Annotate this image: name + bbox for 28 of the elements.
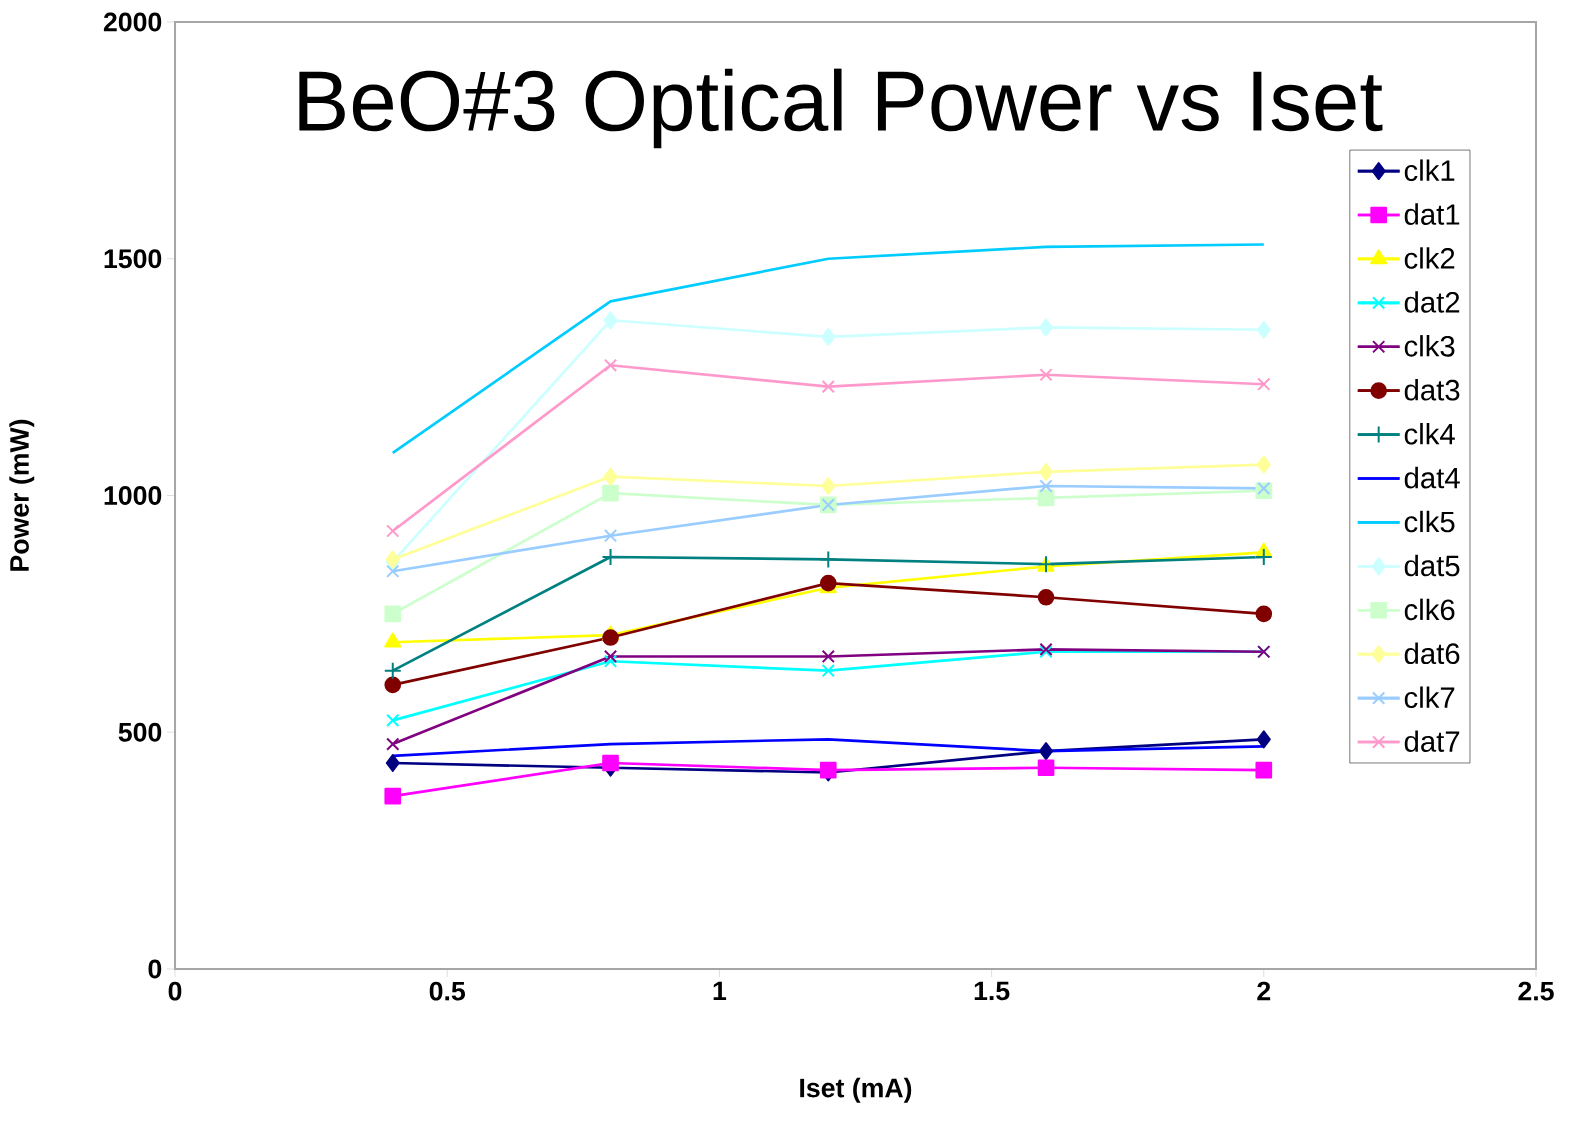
legend-label: dat2 bbox=[1404, 291, 1460, 313]
x-tick-label: 2 bbox=[1257, 981, 1271, 1001]
y-tick-label: 0 bbox=[148, 959, 162, 979]
legend-label: clk2 bbox=[1404, 247, 1455, 269]
legend-label: dat5 bbox=[1404, 554, 1460, 577]
legend-label: clk7 bbox=[1404, 686, 1455, 709]
legend-label: dat6 bbox=[1404, 642, 1460, 665]
text: BeO#3 Optical Power vs Iset bbox=[299, 68, 1383, 149]
y-axis-title: Power (mW) bbox=[9, 419, 35, 571]
x-tick-label: 0.5 bbox=[429, 981, 466, 1001]
legend-label: clk4 bbox=[1404, 422, 1455, 445]
x-tick-label: 0 bbox=[168, 981, 182, 1001]
y-tick-label: 2000 bbox=[103, 12, 162, 32]
y-tick-label: 500 bbox=[118, 722, 162, 742]
legend-label: dat1 bbox=[1404, 203, 1460, 225]
legend-label: clk1 bbox=[1404, 159, 1455, 181]
x-tick-label: 1.5 bbox=[974, 981, 1010, 1001]
legend-label: dat3 bbox=[1404, 379, 1460, 401]
legend-label: clk6 bbox=[1404, 598, 1455, 621]
x-tick-label: 1 bbox=[713, 981, 727, 1001]
y-tick-label: 1500 bbox=[104, 249, 162, 269]
legend-label: dat7 bbox=[1404, 730, 1460, 752]
legend-label: clk3 bbox=[1404, 335, 1455, 357]
legend-label: dat4 bbox=[1404, 466, 1460, 489]
x-axis-title: Iset (mA) bbox=[800, 1077, 912, 1103]
y-tick-label: 1000 bbox=[104, 486, 162, 505]
x-tick-label: 2.5 bbox=[1518, 981, 1554, 1001]
legend-label: clk5 bbox=[1404, 510, 1455, 533]
